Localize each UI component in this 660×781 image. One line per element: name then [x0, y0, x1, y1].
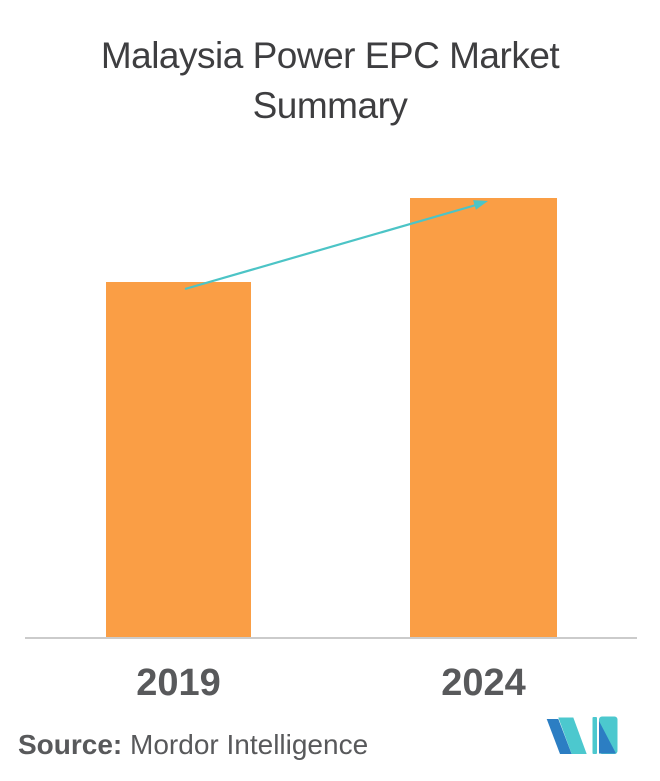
- logo-i-bar-blue-half: [599, 721, 616, 754]
- x-label-2024: 2024: [441, 662, 526, 704]
- bar-2024: [410, 198, 557, 638]
- page-title-text: Malaysia Power EPC Market Summary: [100, 35, 560, 126]
- x-label-2019: 2019: [136, 662, 221, 704]
- x-axis-line: [25, 637, 637, 639]
- logo-m-right-sliver: [592, 717, 597, 754]
- mordor-intelligence-logo: [546, 716, 618, 754]
- source-name: Mordor Intelligence: [122, 729, 369, 760]
- page-title: Malaysia Power EPC Market Summary: [0, 31, 660, 131]
- bar-2019: [106, 281, 251, 638]
- logo-m-left-stroke: [546, 719, 572, 754]
- source-label: Source: Mordor Intelligence: [18, 729, 368, 761]
- logo-m-diagonal-stroke: [558, 717, 587, 754]
- source-prefix: Source:: [18, 729, 123, 760]
